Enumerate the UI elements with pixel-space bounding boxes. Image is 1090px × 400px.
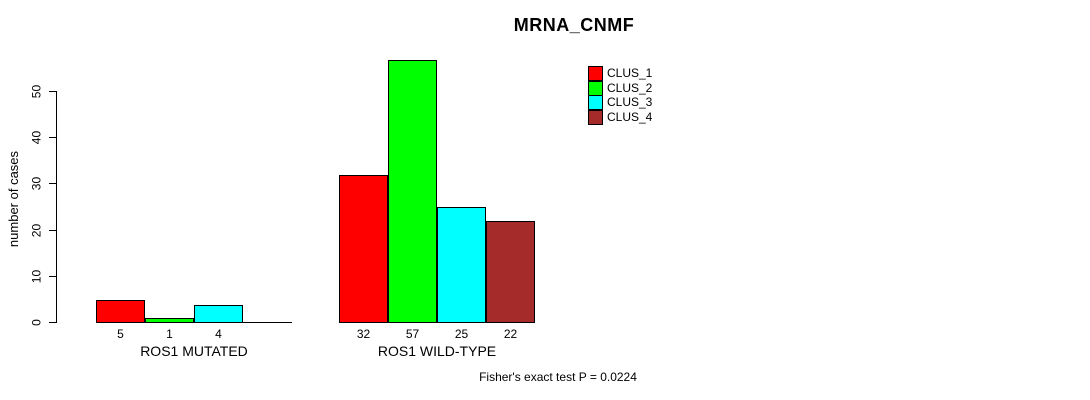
y-axis-tick [49, 276, 56, 277]
legend-label-clus_4: CLUS_4 [607, 110, 653, 124]
bar-count-label: 4 [215, 327, 222, 341]
bar-zero-clus_4 [243, 322, 292, 323]
group-label: ROS1 WILD-TYPE [377, 343, 497, 359]
fisher-test-footnote: Fisher's exact test P = 0.0224 [479, 370, 637, 384]
bar-count-label: 32 [356, 327, 371, 341]
y-axis-tick [49, 322, 56, 323]
legend-swatch-clus_4 [588, 110, 603, 125]
legend-swatch-clus_1 [588, 66, 603, 81]
y-axis-label: number of cases [6, 150, 21, 248]
bar-count-label: 5 [117, 327, 124, 341]
bar-clus_3 [194, 305, 243, 323]
y-axis-tick [49, 230, 56, 231]
legend-swatch-clus_2 [588, 81, 603, 96]
legend-label-clus_2: CLUS_2 [607, 81, 653, 95]
legend-label-clus_3: CLUS_3 [607, 95, 653, 109]
bar-count-label: 57 [405, 327, 420, 341]
bar-clus_4 [486, 221, 535, 323]
y-axis-line [56, 91, 57, 323]
bar-clus_1 [96, 300, 145, 323]
legend-swatch-clus_3 [588, 95, 603, 110]
bar-clus_1 [339, 175, 388, 323]
y-axis-tick [49, 91, 56, 92]
chart-title: MRNA_CNMF [513, 15, 635, 35]
bar-clus_2 [145, 318, 194, 323]
bar-count-label: 22 [503, 327, 518, 341]
legend-label-clus_1: CLUS_1 [607, 66, 653, 80]
bar-clus_3 [437, 207, 486, 323]
y-axis-tick-label: 50 [29, 84, 44, 99]
group-label: ROS1 MUTATED [140, 343, 248, 359]
y-axis-tick [49, 137, 56, 138]
bar-count-label: 1 [166, 327, 173, 341]
bar-clus_2 [388, 60, 437, 323]
bar-count-label: 25 [454, 327, 469, 341]
y-axis-tick [49, 183, 56, 184]
